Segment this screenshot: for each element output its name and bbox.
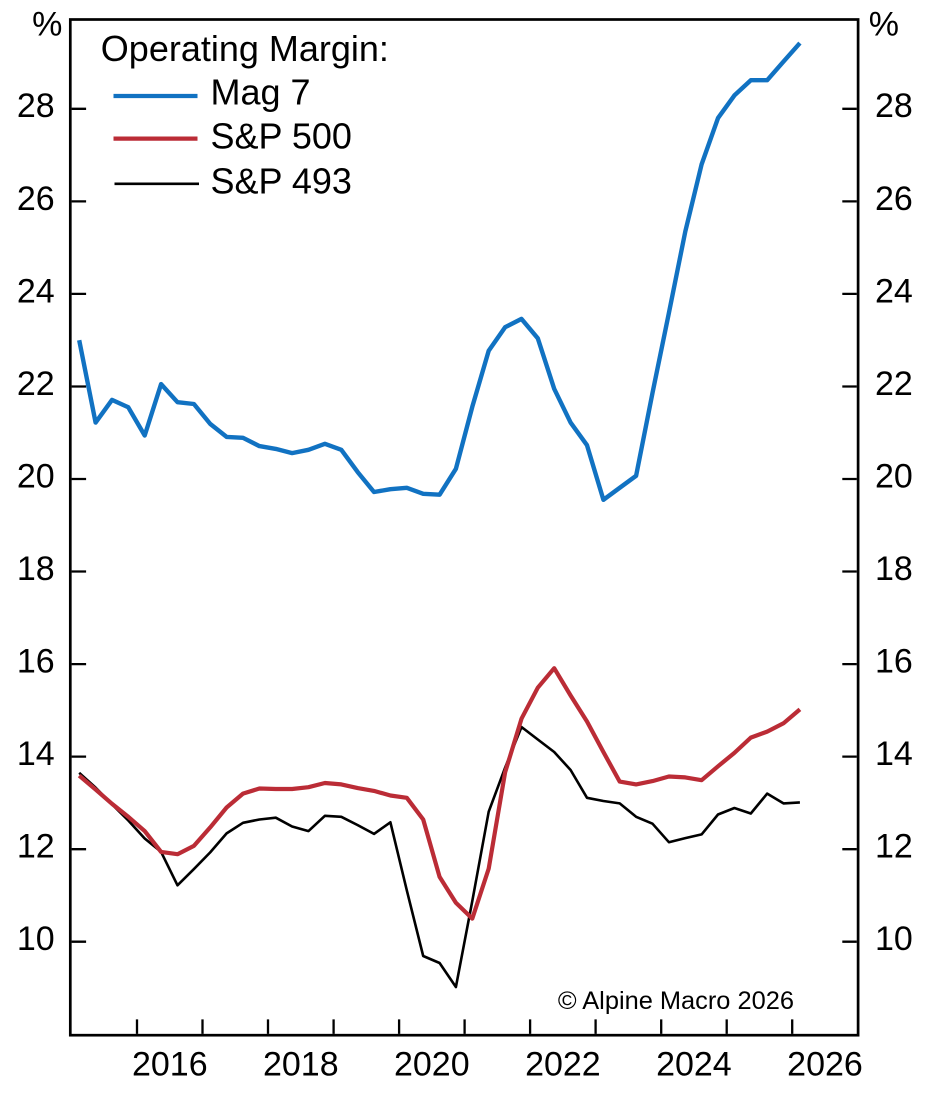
svg-text:16: 16: [17, 643, 55, 681]
svg-text:24: 24: [875, 272, 913, 310]
svg-text:2018: 2018: [263, 1046, 339, 1084]
svg-text:10: 10: [875, 920, 913, 958]
svg-text:Mag 7: Mag 7: [211, 72, 311, 113]
svg-text:28: 28: [17, 87, 55, 125]
svg-text:S&P 500: S&P 500: [211, 116, 352, 157]
svg-text:24: 24: [17, 272, 55, 310]
svg-text:12: 12: [17, 828, 55, 866]
svg-text:18: 18: [17, 550, 55, 588]
svg-text:28: 28: [875, 87, 913, 125]
svg-text:2016: 2016: [132, 1046, 208, 1084]
svg-text:12: 12: [875, 828, 913, 866]
svg-text:22: 22: [875, 365, 913, 403]
svg-text:22: 22: [17, 365, 55, 403]
svg-text:© Alpine Macro 2026: © Alpine Macro 2026: [558, 987, 794, 1015]
svg-text:2026: 2026: [787, 1046, 863, 1084]
svg-text:2020: 2020: [394, 1046, 470, 1084]
svg-text:16: 16: [875, 643, 913, 681]
svg-text:14: 14: [875, 735, 913, 773]
svg-text:10: 10: [17, 920, 55, 958]
svg-text:S&P 493: S&P 493: [211, 161, 352, 202]
svg-text:18: 18: [875, 550, 913, 588]
svg-text:Operating Margin:: Operating Margin:: [101, 28, 389, 69]
svg-text:20: 20: [17, 457, 55, 495]
svg-text:26: 26: [17, 180, 55, 218]
svg-text:2022: 2022: [525, 1046, 601, 1084]
svg-text:%: %: [32, 6, 62, 44]
svg-text:20: 20: [875, 457, 913, 495]
svg-text:26: 26: [875, 180, 913, 218]
svg-text:%: %: [869, 6, 899, 44]
svg-text:14: 14: [17, 735, 55, 773]
svg-text:2024: 2024: [656, 1046, 732, 1084]
